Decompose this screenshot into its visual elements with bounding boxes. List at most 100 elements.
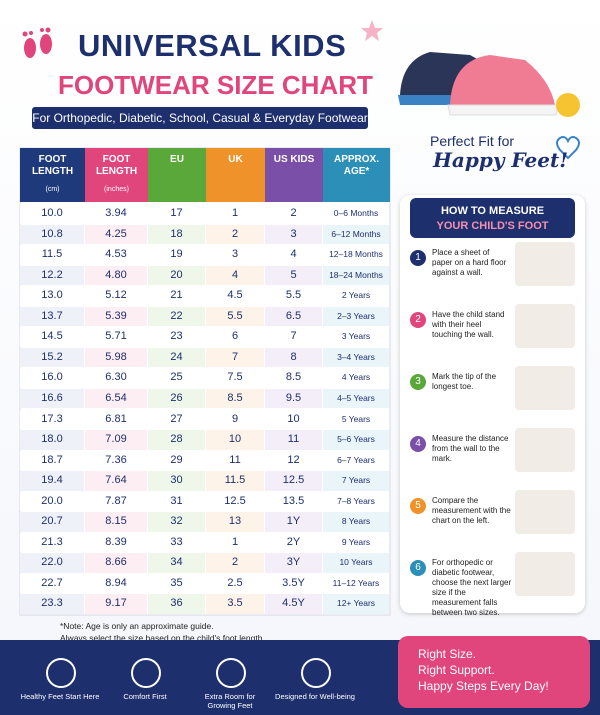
table-cell: 0–6 Months [323, 204, 389, 224]
table-cell: 35 [148, 573, 205, 594]
table-cell: 2–3 Years [323, 306, 389, 327]
table-cell: 4 [206, 265, 264, 286]
table-cell: 19 [148, 245, 205, 265]
note-line: Always select the size based on the chil… [60, 633, 265, 643]
table-cell: 13.5 [265, 491, 322, 512]
table-cell: 13.0 [20, 286, 84, 306]
table-cell: 20.7 [20, 512, 84, 532]
table-cell: 6.30 [85, 368, 147, 388]
table-cell: 5.98 [85, 347, 147, 368]
table-cell: 11 [265, 430, 322, 450]
table-cell: 5.5 [265, 286, 322, 306]
table-cell: 8.5 [206, 388, 264, 409]
table-cell: 4.53 [85, 245, 147, 265]
feature-label: Comfort First [123, 692, 167, 701]
table-cell: 34 [148, 553, 205, 573]
table-cell: 8.39 [85, 532, 147, 553]
subtitle: For Orthopedic, Diabetic, School, Casual… [32, 107, 368, 129]
table-cell: 12 [265, 450, 322, 471]
table-cell: 19.4 [20, 471, 84, 491]
tagline: Happy Feet! [433, 148, 568, 172]
table-cell: 21 [148, 286, 205, 306]
table-cell: 3.5 [206, 594, 264, 614]
table-cell: 9 Years [323, 532, 389, 553]
table-cell: 11.5 [20, 245, 84, 265]
table-cell: 4–5 Years [323, 388, 389, 409]
step-illustration [515, 366, 575, 410]
measure-title-line: HOW TO MEASURE [440, 205, 545, 217]
table-cell: 28 [148, 430, 205, 450]
table-cell: 7.5 [206, 368, 264, 388]
table-cell: 11.5 [206, 471, 264, 491]
table-cell: 2Y [265, 532, 322, 553]
table-cell: 12.2 [20, 265, 84, 286]
table-cell: 9 [206, 409, 264, 430]
table-cell: 2.5 [206, 573, 264, 594]
header-cell: EU [148, 148, 206, 202]
table-cell: 5 Years [323, 409, 389, 430]
promo-line: Right Size. [418, 647, 477, 661]
table-cell: 15.2 [20, 347, 84, 368]
table-cell: 4.5Y [265, 594, 322, 614]
table-cell: 6–7 Years [323, 450, 389, 471]
table-cell: 10 [265, 409, 322, 430]
table-cell: 5.39 [85, 306, 147, 327]
header-cell: FOOT LENGTH (inches) [85, 148, 148, 202]
note-line: *Note: Age is only an approximate guide. [60, 621, 214, 631]
table-cell: 6.81 [85, 409, 147, 430]
table-cell: 10 [206, 430, 264, 450]
header-label: FOOT LENGTH [31, 154, 74, 177]
shoes-illustration [398, 52, 559, 116]
table-cell: 6.5 [265, 306, 322, 327]
header-label: EU [170, 154, 184, 165]
step-text: Compare the measurement with the chart o… [432, 496, 511, 525]
table-cell: 2 Years [323, 286, 389, 306]
table-cell: 23.3 [20, 594, 84, 614]
table-cell: 31 [148, 491, 205, 512]
table-cell: 24 [148, 347, 205, 368]
step-number: 1 [410, 250, 426, 266]
step-illustration [515, 428, 575, 472]
table-cell: 7.64 [85, 471, 147, 491]
header-cell: APPROX. AGE* [323, 148, 390, 202]
table-cell: 29 [148, 450, 205, 471]
step-number: 2 [410, 312, 426, 328]
header-cell: US KIDS [265, 148, 323, 202]
step-number: 6 [410, 560, 426, 576]
table-cell: 1 [206, 532, 264, 553]
step-illustration [515, 490, 575, 534]
table-cell: 8.94 [85, 573, 147, 594]
feature-label: Healthy Feet Start Here [20, 692, 100, 701]
feature-label: Designed for Well-being [275, 692, 355, 701]
table-cell: 22.0 [20, 553, 84, 573]
table-cell: 2 [206, 553, 264, 573]
step-number: 5 [410, 498, 426, 514]
promo-line: Right Support. [418, 663, 495, 677]
table-cell: 25 [148, 368, 205, 388]
table-cell: 2 [206, 224, 264, 245]
table-cell: 4 Years [323, 368, 389, 388]
table-cell: 12–18 Months [323, 245, 389, 265]
header-unit: (cm) [45, 186, 60, 193]
table-cell: 3 Years [323, 327, 389, 347]
table-cell: 4.80 [85, 265, 147, 286]
table-cell: 30 [148, 471, 205, 491]
step-illustration [515, 242, 575, 286]
step-number: 4 [410, 436, 426, 452]
table-cell: 4.5 [206, 286, 264, 306]
table-cell: 23 [148, 327, 205, 347]
table-cell: 7 [206, 347, 264, 368]
title: FOOTWEAR SIZE CHART [58, 70, 373, 100]
table-cell: 1 [206, 204, 264, 224]
table-cell: 16.0 [20, 368, 84, 388]
header-cell: UK [206, 148, 265, 202]
table-cell: 18 [148, 224, 205, 245]
table-cell: 20.0 [20, 491, 84, 512]
header-label: UK [228, 154, 243, 165]
table-cell: 18–24 Months [323, 265, 389, 286]
table-cell: 6.54 [85, 388, 147, 409]
step-text: Place a sheet of paper on a hard floor a… [432, 248, 507, 277]
step-text: Mark the tip of the longest toe. [432, 372, 497, 391]
table-cell: 21.3 [20, 532, 84, 553]
